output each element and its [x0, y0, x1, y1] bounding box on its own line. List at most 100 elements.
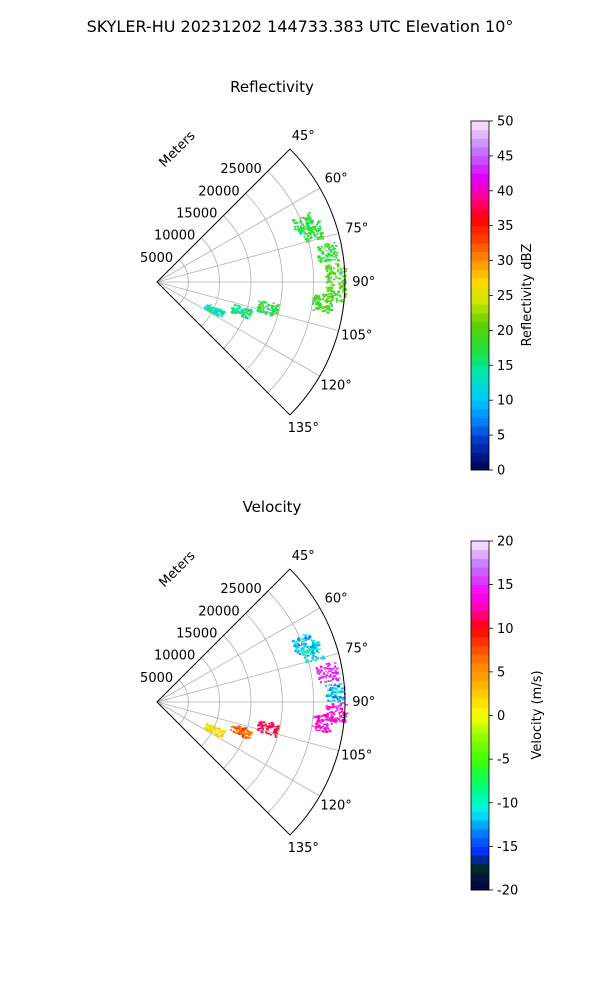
sector-outline: [156, 148, 346, 416]
echo-gate: [241, 308, 244, 311]
echo-gate: [222, 729, 226, 732]
velocity-colorbar: -20 -15 -10 -5 0 5 10 15 20 Velocity (m/s): [470, 535, 545, 899]
echo-gate: [211, 727, 214, 729]
echo-gate: [338, 294, 341, 296]
echo-gate: [317, 237, 321, 239]
echo-gate: [321, 252, 325, 255]
echo-gate: [326, 693, 330, 697]
colorbar-segment: [471, 663, 489, 673]
echo-gate: [329, 301, 332, 304]
echo-gate: [270, 723, 274, 726]
echo-gate: [247, 313, 250, 316]
colorbar-segment: [471, 182, 489, 192]
echo-gate: [296, 228, 300, 231]
echo-gate: [301, 640, 305, 643]
echo-gate: [302, 227, 305, 230]
echo-gate: [333, 696, 337, 699]
echo-gate: [311, 725, 315, 727]
colorbar-segment: [471, 121, 489, 131]
azimuth-tick-label: 90°: [352, 275, 375, 290]
echo-gate: [310, 231, 312, 234]
echo-gate: [231, 725, 234, 728]
echo-gate: [322, 675, 325, 678]
echo-gate: [218, 728, 221, 731]
echo-gate: [321, 725, 324, 728]
echo-gate: [319, 248, 322, 250]
colorbar-segment: [471, 225, 489, 235]
echo-gate: [330, 304, 334, 307]
echo-gate: [257, 309, 261, 313]
echo-gate: [267, 304, 271, 307]
echo-gate: [338, 704, 341, 707]
echo-gate: [332, 687, 335, 689]
echo-gate: [329, 271, 331, 274]
echo-gate: [214, 728, 217, 731]
echo-gate: [309, 217, 312, 219]
echo-gate: [333, 273, 336, 276]
echo-gate: [264, 724, 267, 726]
echo-gate: [218, 309, 220, 313]
echo-gate: [334, 248, 337, 250]
colorbar-segment: [471, 767, 489, 777]
echo-gate: [314, 236, 317, 238]
echo-gate: [332, 272, 335, 275]
echo-gate: [323, 247, 326, 249]
echo-gate: [344, 292, 348, 295]
echo-gate: [266, 727, 269, 731]
echo-gate: [311, 652, 314, 654]
echo-gate: [219, 309, 222, 311]
echo-gate: [327, 727, 330, 730]
echo-gate: [314, 228, 318, 231]
echo-gate: [318, 225, 322, 228]
echo-gate: [238, 727, 240, 730]
echo-gate: [338, 683, 342, 685]
echo-gate: [214, 732, 216, 735]
echo-gate: [203, 306, 207, 308]
reflectivity-colorbar: 0 5 10 15 20 25 30 35 40 45 50 Reflectivity dBZ: [470, 115, 535, 479]
echo-gate: [261, 721, 265, 723]
echo-gate: [266, 308, 270, 311]
echo-gate: [327, 720, 330, 722]
echo-gate: [327, 259, 330, 262]
echo-gate: [333, 672, 336, 674]
colorbar-segment: [471, 190, 489, 200]
echo-gate: [317, 717, 320, 721]
colorbar-segment: [471, 558, 489, 568]
echo-gate: [328, 273, 332, 276]
colorbar-segment: [471, 216, 489, 227]
echo-gate: [322, 657, 326, 660]
colorbar-segment: [471, 549, 489, 559]
echo-gate: [311, 646, 314, 649]
echo-gate: [343, 270, 345, 273]
echo-gate: [337, 718, 340, 721]
echo-gate: [343, 287, 345, 290]
echo-gate: [274, 735, 277, 738]
echo-gate: [263, 725, 265, 727]
reflectivity-colorbar-label: Reflectivity dBZ: [520, 244, 535, 347]
echo-gate: [325, 286, 328, 289]
echo-gate: [307, 215, 311, 218]
echo-gate: [333, 259, 336, 261]
echo-gate: [314, 647, 317, 650]
echo-gate: [330, 270, 334, 273]
echo-gate: [328, 680, 331, 682]
echo-gate: [329, 303, 333, 305]
echo-gate: [245, 730, 249, 733]
echo-gate: [325, 730, 329, 733]
azimuth-tick-label: 135°: [288, 421, 319, 436]
echo-gate: [235, 309, 238, 312]
echo-gate: [246, 316, 249, 319]
echo-gate: [314, 727, 318, 729]
echo-gate: [327, 684, 331, 686]
echo-cluster: [302, 220, 324, 243]
echo-gate: [304, 639, 307, 641]
echo-gate: [323, 723, 326, 726]
azimuth-tick-label: 60°: [325, 592, 348, 607]
echo-gate: [308, 648, 312, 651]
echo-gate: [315, 728, 317, 731]
colorbar-segment: [471, 671, 489, 681]
echo-cluster: [301, 641, 326, 664]
echo-gate: [215, 307, 218, 311]
colorbar-segment: [471, 776, 489, 786]
echo-gate: [266, 725, 270, 728]
